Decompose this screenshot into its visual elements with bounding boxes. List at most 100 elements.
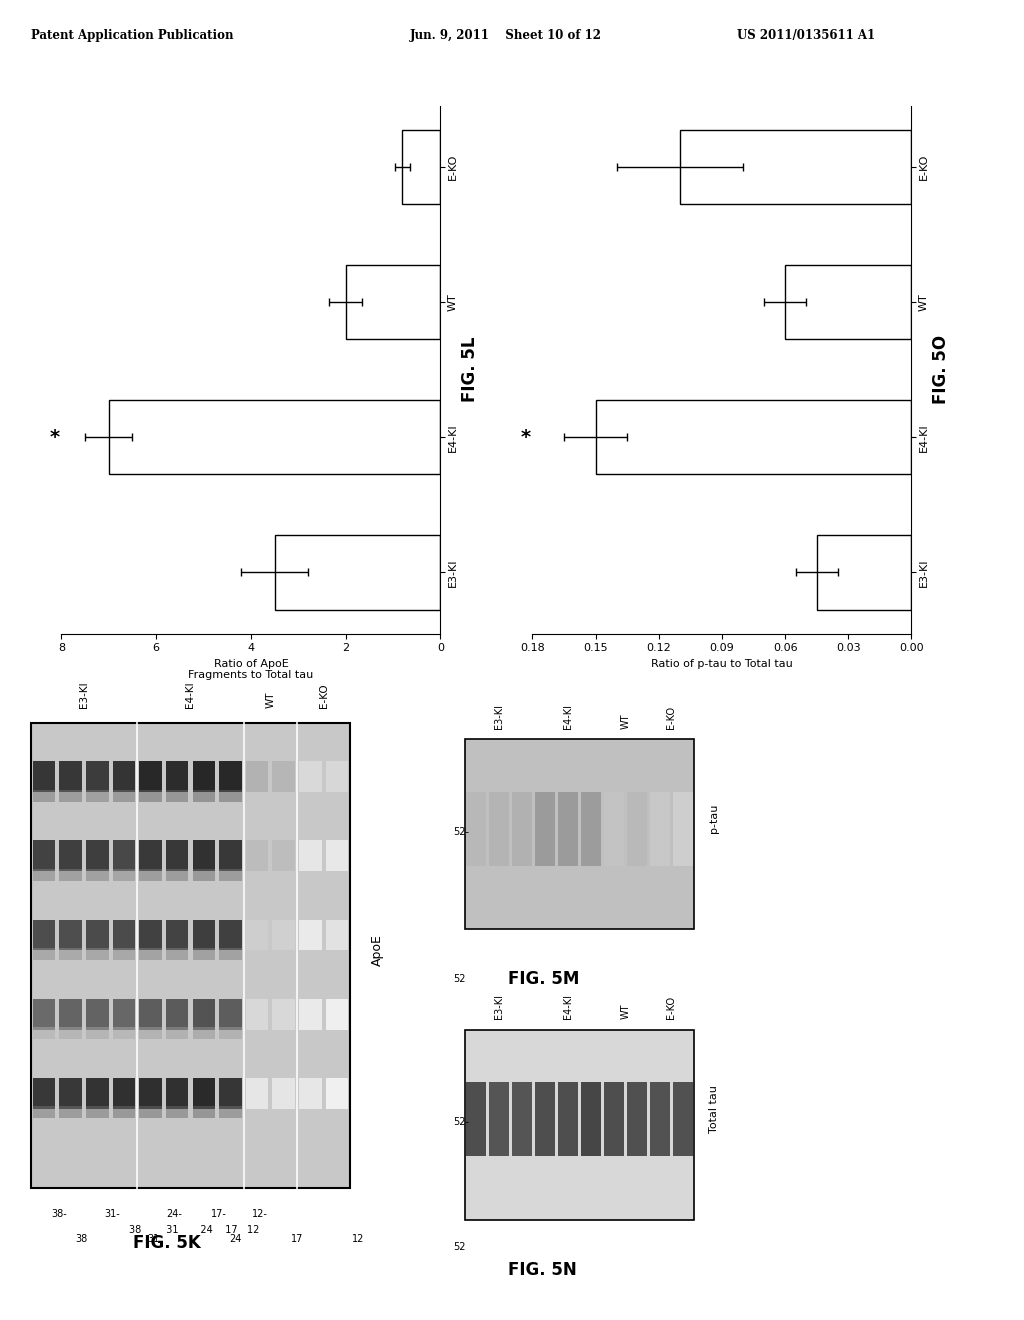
FancyBboxPatch shape [650,792,670,866]
FancyBboxPatch shape [193,789,215,801]
FancyBboxPatch shape [113,789,135,801]
FancyBboxPatch shape [113,1078,135,1109]
FancyBboxPatch shape [139,1106,162,1118]
Text: E-KO: E-KO [318,682,329,708]
FancyBboxPatch shape [33,1078,55,1109]
FancyBboxPatch shape [86,789,109,801]
FancyBboxPatch shape [193,841,215,871]
FancyBboxPatch shape [604,792,624,866]
Text: 52-: 52- [454,1117,469,1127]
FancyBboxPatch shape [219,762,242,792]
FancyBboxPatch shape [59,999,82,1030]
Text: Patent Application Publication: Patent Application Publication [31,29,233,42]
FancyBboxPatch shape [113,1027,135,1039]
FancyBboxPatch shape [326,762,348,792]
FancyBboxPatch shape [166,999,188,1030]
FancyBboxPatch shape [33,999,55,1030]
Text: WT: WT [265,692,275,708]
FancyBboxPatch shape [33,869,55,880]
FancyBboxPatch shape [581,1082,601,1156]
FancyBboxPatch shape [246,762,268,792]
FancyBboxPatch shape [166,948,188,960]
FancyBboxPatch shape [59,1106,82,1118]
FancyBboxPatch shape [139,1078,162,1109]
Text: *: * [521,428,531,446]
FancyBboxPatch shape [86,1078,109,1109]
FancyBboxPatch shape [193,1078,215,1109]
FancyBboxPatch shape [113,869,135,880]
Text: ApoE: ApoE [371,935,384,966]
FancyBboxPatch shape [299,762,322,792]
FancyBboxPatch shape [466,792,486,866]
FancyBboxPatch shape [272,841,295,871]
FancyBboxPatch shape [219,1106,242,1118]
Text: 17-: 17- [211,1209,227,1220]
FancyBboxPatch shape [673,792,693,866]
FancyBboxPatch shape [86,999,109,1030]
FancyBboxPatch shape [86,920,109,950]
Bar [109,400,440,474]
FancyBboxPatch shape [193,920,215,950]
FancyBboxPatch shape [166,789,188,801]
X-axis label: Ratio of p-tau to Total tau: Ratio of p-tau to Total tau [651,659,793,669]
FancyBboxPatch shape [139,789,162,801]
FancyBboxPatch shape [166,841,188,871]
FancyBboxPatch shape [33,762,55,792]
FancyBboxPatch shape [139,999,162,1030]
FancyBboxPatch shape [536,1082,555,1156]
FancyBboxPatch shape [627,1082,647,1156]
Bar [402,129,440,205]
FancyBboxPatch shape [272,999,295,1030]
FancyBboxPatch shape [139,762,162,792]
Text: WT: WT [621,1003,631,1019]
Text: 24: 24 [229,1234,242,1245]
FancyBboxPatch shape [59,762,82,792]
Text: 38-: 38- [51,1209,67,1220]
FancyBboxPatch shape [512,792,532,866]
Bar [346,265,440,339]
Bar [816,535,911,610]
Text: Total tau: Total tau [709,1085,719,1133]
FancyBboxPatch shape [558,1082,579,1156]
FancyBboxPatch shape [59,948,82,960]
Text: 31-: 31- [104,1209,120,1220]
Text: 52-: 52- [454,826,469,837]
FancyBboxPatch shape [193,762,215,792]
FancyBboxPatch shape [59,789,82,801]
FancyBboxPatch shape [113,920,135,950]
Text: 31: 31 [147,1234,160,1245]
FancyBboxPatch shape [219,841,242,871]
FancyBboxPatch shape [139,869,162,880]
FancyBboxPatch shape [466,1082,486,1156]
FancyBboxPatch shape [326,1078,348,1109]
FancyBboxPatch shape [219,999,242,1030]
FancyBboxPatch shape [465,739,694,929]
Text: E3-KI: E3-KI [495,994,504,1019]
FancyBboxPatch shape [59,869,82,880]
FancyBboxPatch shape [33,789,55,801]
FancyBboxPatch shape [193,948,215,960]
FancyBboxPatch shape [299,999,322,1030]
Text: FIG. 5O: FIG. 5O [932,335,950,404]
Text: E3-KI: E3-KI [495,704,504,729]
Text: 12-: 12- [252,1209,268,1220]
FancyBboxPatch shape [246,1078,268,1109]
FancyBboxPatch shape [604,1082,624,1156]
Text: E3-KI: E3-KI [79,681,89,708]
FancyBboxPatch shape [489,1082,509,1156]
FancyBboxPatch shape [166,1078,188,1109]
FancyBboxPatch shape [219,1027,242,1039]
Text: Jun. 9, 2011    Sheet 10 of 12: Jun. 9, 2011 Sheet 10 of 12 [410,29,602,42]
Text: FIG. 5L: FIG. 5L [461,337,479,403]
FancyBboxPatch shape [627,792,647,866]
FancyBboxPatch shape [86,841,109,871]
FancyBboxPatch shape [86,948,109,960]
FancyBboxPatch shape [465,1030,694,1220]
FancyBboxPatch shape [59,1078,82,1109]
FancyBboxPatch shape [650,1082,670,1156]
FancyBboxPatch shape [581,792,601,866]
FancyBboxPatch shape [489,792,509,866]
FancyBboxPatch shape [166,869,188,880]
FancyBboxPatch shape [272,920,295,950]
Text: WT: WT [621,713,631,729]
